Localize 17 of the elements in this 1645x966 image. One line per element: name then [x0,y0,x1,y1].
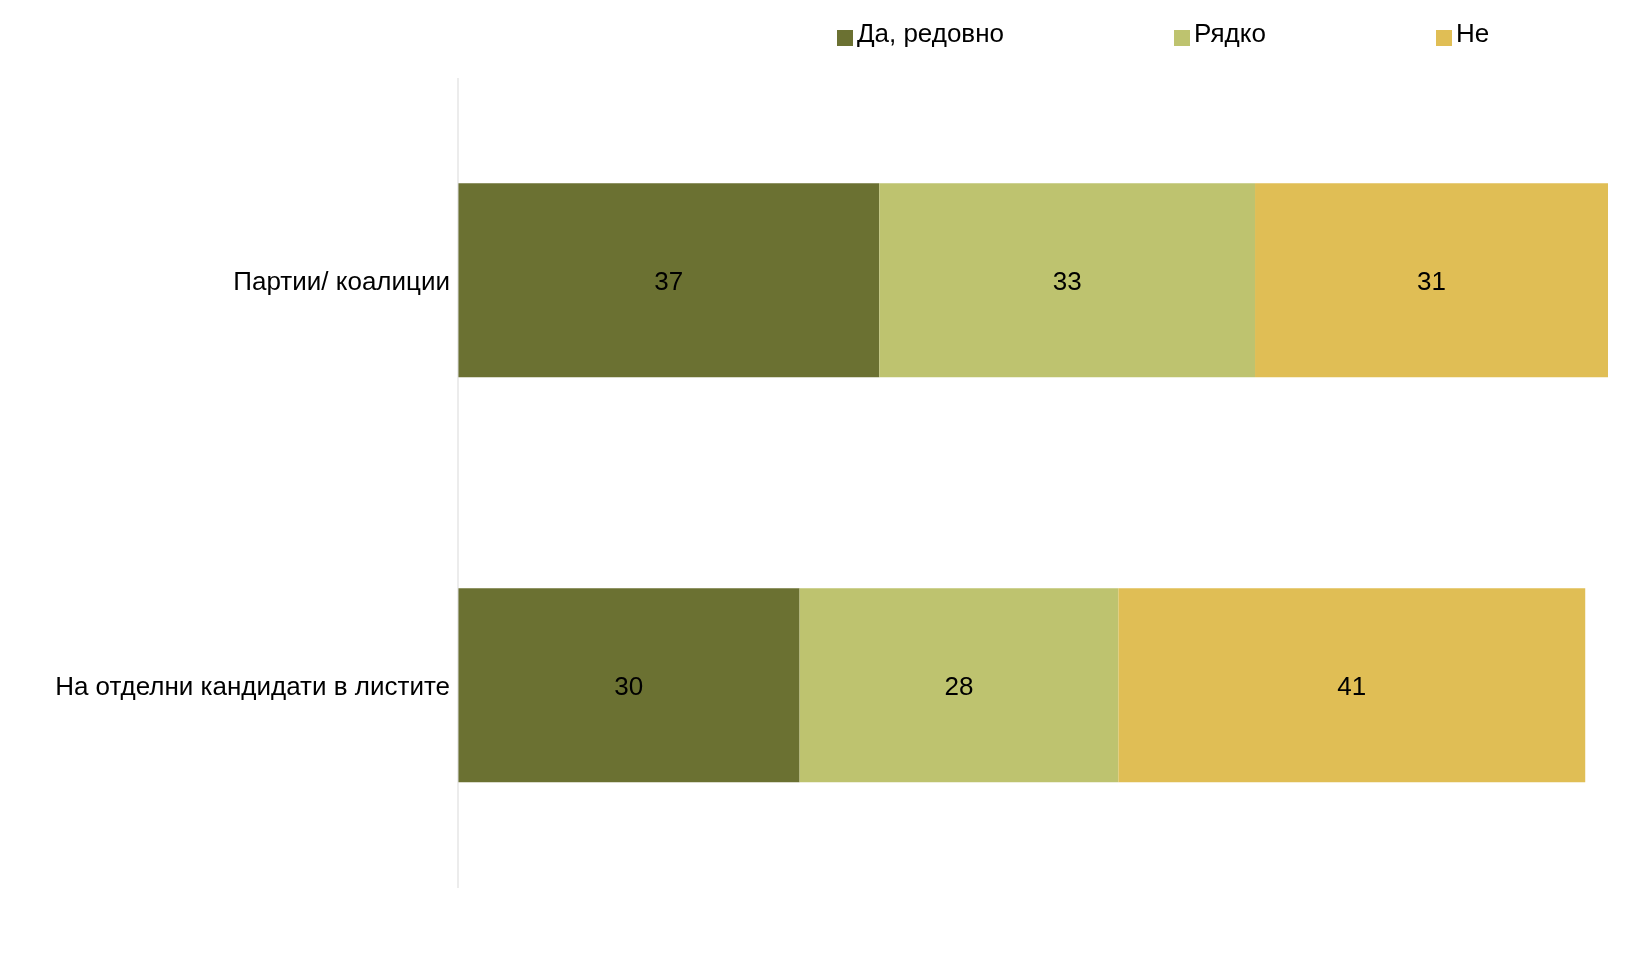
bar [799,588,1119,783]
bar [1118,588,1586,783]
data-label: 41 [1337,670,1367,701]
bar [1255,183,1608,378]
data-label: 33 [1052,265,1082,296]
data-label: 30 [614,670,644,701]
bar [458,183,880,378]
data-label: 28 [944,670,974,701]
y-tick-label: На отделни кандидати в листите [55,670,450,701]
bar [458,588,800,783]
legend-label: Рядко [1194,18,1266,48]
legend-label: Да, редовно [856,18,1005,48]
bar [879,183,1256,378]
data-label: 37 [654,265,684,296]
legend-label: Не [1455,18,1490,48]
y-tick-label: Партии/ коалиции [233,265,450,296]
data-label: 31 [1417,265,1446,296]
